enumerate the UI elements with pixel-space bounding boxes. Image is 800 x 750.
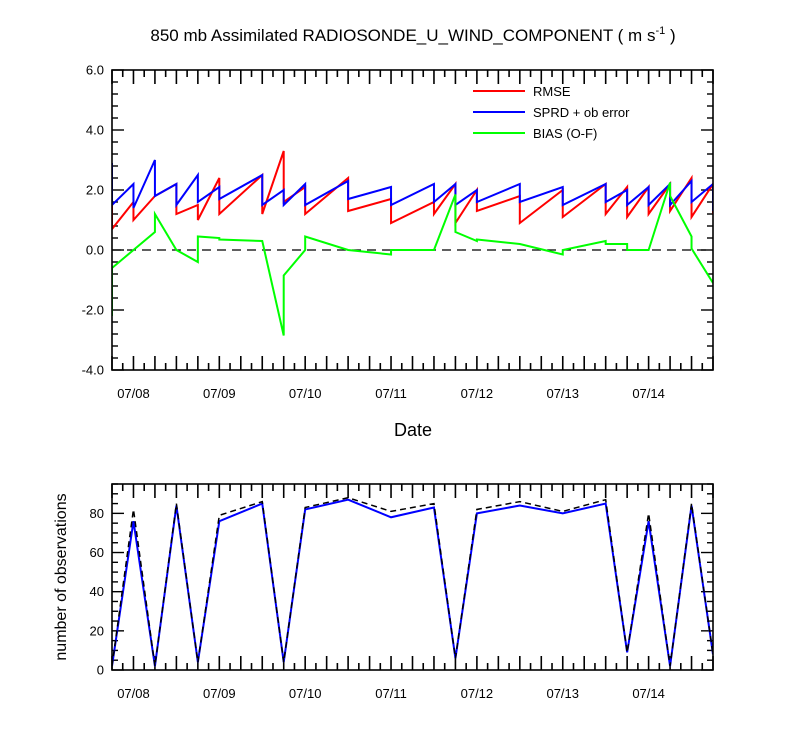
series-line-assimilated <box>112 498 713 667</box>
series-line-sprd-ob-error <box>112 159 713 211</box>
legend-label: RMSE <box>533 84 571 99</box>
x-tick-label: 07/08 <box>117 386 150 401</box>
y-tick-label: 2.0 <box>86 183 104 198</box>
y-tick-label: 4.0 <box>86 123 104 138</box>
y-tick-label: 60 <box>90 545 104 560</box>
chart-title-main: 850 mb Assimilated RADIOSONDE_U_WIND_COM… <box>150 26 655 45</box>
x-tick-label: 07/08 <box>117 686 150 701</box>
plot-frame <box>111 69 714 371</box>
y-tick-label: -2.0 <box>82 303 104 318</box>
x-tick-label: 07/14 <box>632 686 665 701</box>
plot-frame <box>111 483 714 671</box>
y-tick-label: 0.0 <box>86 243 104 258</box>
legend-label: SPRD + ob error <box>533 105 630 120</box>
x-tick-label: 07/11 <box>375 686 407 701</box>
y-tick-label: 20 <box>90 623 104 638</box>
chart-title-superscript: -1 <box>655 25 665 37</box>
chart-title: 850 mb Assimilated RADIOSONDE_U_WIND_COM… <box>150 25 675 45</box>
bottom-chart: 0 20 40 60 80 07/08 07/09 07/10 07/11 07/12 07/13 0… <box>90 483 714 701</box>
x-tick-label: 07/09 <box>203 386 236 401</box>
series-line-bias-o-f <box>112 182 713 336</box>
x-tick-label: 07/13 <box>546 686 579 701</box>
x-tick-label: 07/14 <box>632 386 665 401</box>
x-tick-label: 07/10 <box>289 386 322 401</box>
x-tick-label: 07/10 <box>289 686 322 701</box>
x-tick-label: 07/09 <box>203 686 236 701</box>
y-axis-label-bottom: number of observations <box>53 493 70 660</box>
x-tick-label: 07/12 <box>461 686 494 701</box>
y-tick-label: 0 <box>97 663 104 678</box>
top-chart: -4.0 -2.0 0.0 2.0 4.0 6.0 07/08 07/09 07/10 07/11… <box>82 63 714 401</box>
y-tick-label: -4.0 <box>82 363 104 378</box>
y-tick-label: 6.0 <box>86 63 104 78</box>
x-axis-label: Date <box>394 420 432 440</box>
x-tick-label: 07/11 <box>375 386 407 401</box>
x-tick-label: 07/12 <box>461 386 494 401</box>
y-tick-label: 80 <box>90 506 104 521</box>
x-tick-label: 07/13 <box>546 386 579 401</box>
y-tick-label: 40 <box>90 584 104 599</box>
series-line-total <box>112 496 713 667</box>
series-line-rmse <box>112 150 713 231</box>
chart-title-end: ) <box>665 26 675 45</box>
legend-label: BIAS (O-F) <box>533 126 597 141</box>
